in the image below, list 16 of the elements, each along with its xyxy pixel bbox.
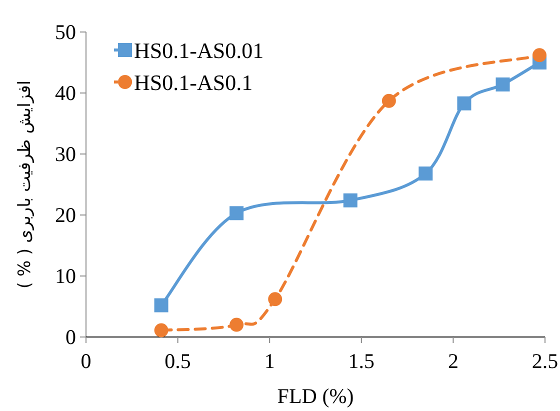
x-tick-label: 0.5 [164, 349, 191, 373]
y-tick-label: 20 [55, 203, 76, 227]
x-tick-label: 2.5 [532, 349, 558, 373]
x-tick-label: 0 [80, 349, 92, 373]
x-axis-title: FLD (%) [277, 384, 354, 408]
y-tick-label: 30 [55, 142, 76, 166]
x-tick-label: 1.5 [348, 349, 375, 373]
x-tick-label: 2 [448, 349, 458, 373]
y-tick-label: 0 [66, 325, 76, 349]
y-tick-label: 40 [55, 81, 76, 105]
legend-label: HS0.1-AS0.1 [134, 70, 253, 95]
y-tick-label: 10 [55, 264, 76, 288]
x-tick-label: 1 [264, 349, 275, 373]
y-axis-title: افزایش ظرفیت باربری ( % ) [15, 80, 35, 289]
y-tick-label: 50 [55, 20, 76, 44]
legend-label: HS0.1-AS0.01 [134, 38, 264, 63]
